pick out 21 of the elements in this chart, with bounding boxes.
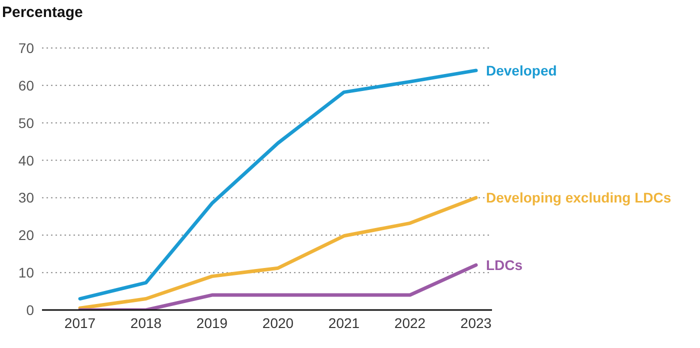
y-tick-label: 60 [18, 77, 34, 94]
series-label: Developed [486, 62, 557, 78]
y-axis-title: Percentage [2, 4, 83, 21]
x-tick-label: 2023 [460, 314, 492, 331]
x-tick-label: 2019 [196, 314, 228, 331]
x-tick-label: 2020 [262, 314, 294, 331]
x-tick-label: 2018 [130, 314, 162, 331]
x-tick-label: 2021 [328, 314, 360, 331]
y-tick-label: 10 [18, 264, 34, 281]
y-tick-label: 30 [18, 190, 34, 206]
y-tick-label: 20 [18, 227, 34, 244]
line-series [78, 196, 478, 310]
x-tick-label: 2017 [64, 314, 96, 331]
y-tick-label: 70 [18, 40, 34, 56]
series-label: LDCs [486, 257, 523, 274]
series-label: Developing excluding LDCs [486, 190, 672, 206]
line-series [78, 68, 478, 301]
x-tick-label: 2022 [394, 314, 426, 331]
y-tick-label: 40 [18, 152, 34, 168]
y-tick-label: 0 [26, 302, 34, 318]
y-tick-label: 50 [18, 114, 34, 131]
